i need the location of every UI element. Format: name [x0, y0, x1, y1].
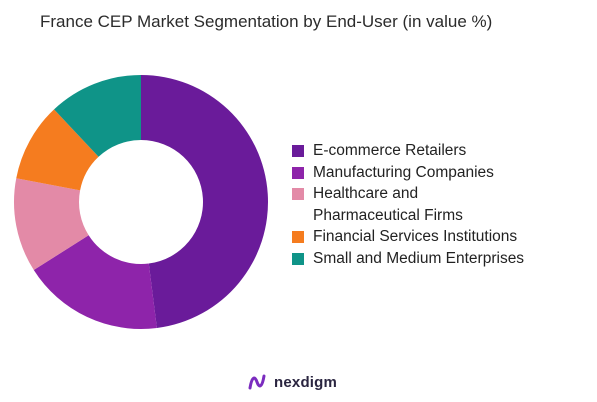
brand-logo: nexdigm	[248, 372, 337, 392]
legend-swatch	[292, 231, 304, 243]
nexdigm-logo-icon	[248, 374, 266, 390]
legend-label: Small and Medium Enterprises	[313, 249, 525, 267]
legend-swatch	[292, 188, 304, 200]
legend-swatch	[292, 166, 304, 179]
legend-item: Financial Services Institutions	[292, 226, 524, 248]
legend-item: E-commerce Retailers	[292, 140, 524, 162]
chart-legend: E-commerce Retailers Manufacturing Compan…	[292, 140, 524, 269]
donut-slice-manufacturing-companies	[33, 235, 157, 329]
legend-item: Manufacturing Companies	[292, 162, 524, 184]
legend-label: E-commerce Retailers	[313, 142, 467, 159]
legend-label: Healthcare and Pharmaceutical Firms	[313, 185, 463, 224]
legend-swatch	[292, 252, 304, 265]
donut-slice-financial-services-institutions	[16, 109, 99, 191]
brand-name: nexdigm	[274, 373, 338, 391]
donut-slice-e-commerce-retailers	[141, 75, 269, 328]
donut-slice-healthcare-and-pharmaceutical-firms	[14, 178, 89, 271]
legend-item: Healthcare and Pharmaceutical Firms	[292, 183, 524, 226]
legend-item: Small and Medium Enterprises	[292, 248, 524, 270]
legend-label: Manufacturing Companies	[313, 163, 494, 181]
legend-label: Financial Services Institutions	[313, 228, 518, 245]
legend-swatch	[292, 145, 304, 157]
chart-title: France CEP Market Segmentation by End-Us…	[40, 12, 493, 31]
donut-slice-small-and-medium-enterprises	[54, 75, 142, 157]
